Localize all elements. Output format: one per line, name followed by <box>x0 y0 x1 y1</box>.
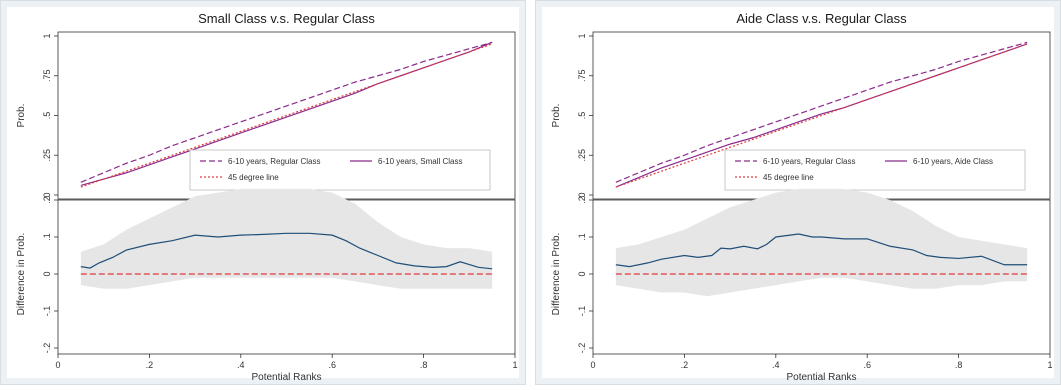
x-tick-label: 1 <box>512 360 517 370</box>
legend-entry: 45 degree line <box>763 173 814 182</box>
bottom-y-tick-label: .2 <box>577 196 587 204</box>
top-y-tick-label: .75 <box>42 69 52 82</box>
chart-title: Small Class v.s. Regular Class <box>198 11 375 26</box>
bottom-y-tick-label: -.1 <box>577 306 587 317</box>
x-tick-label: 1 <box>1047 360 1052 370</box>
bottom-y-axis-label: Difference in Prob. <box>16 233 27 316</box>
top-series-line-2 <box>615 43 1028 188</box>
x-tick-label: .2 <box>681 360 689 370</box>
x-tick-label: .6 <box>863 360 871 370</box>
panel-aide-class: Aide Class v.s. Regular Class 0 .25 .5 .75 1 P… <box>535 0 1061 385</box>
x-axis-label: Potential Ranks <box>786 372 856 383</box>
x-tick-label: .2 <box>146 360 154 370</box>
legend-entry: 6-10 years, Regular Class <box>228 157 320 166</box>
panel-small-class: Small Class v.s. Regular Class 0 .25 .5 .75 1… <box>0 0 526 385</box>
legend-entry: 45 degree line <box>228 173 279 182</box>
x-axis-label: Potential Ranks <box>251 372 321 383</box>
top-y-tick-label: .25 <box>577 149 587 162</box>
legend-box <box>724 149 1026 191</box>
bottom-y-tick-label: 0 <box>577 271 587 276</box>
x-tick-label: .8 <box>955 360 963 370</box>
chart-title: Aide Class v.s. Regular Class <box>736 11 907 26</box>
top-y-tick-label: .25 <box>42 149 52 162</box>
legend-entry: 6-10 years, Aide Class <box>913 157 993 166</box>
top-y-tick-label: 0 <box>42 192 52 197</box>
top-y-tick-label: 0 <box>577 192 587 197</box>
bottom-y-tick-label: -.2 <box>577 343 587 354</box>
confidence-band <box>80 188 493 289</box>
legend-box <box>189 149 491 191</box>
top-series-line-1 <box>615 43 1028 188</box>
bottom-y-tick-label: .1 <box>42 233 52 241</box>
top-y-axis-label: Prob. <box>551 104 562 128</box>
bottom-y-tick-label: .1 <box>577 233 587 241</box>
difference-line <box>80 232 493 270</box>
chart-small-vs-regular: Small Class v.s. Regular Class 0 .25 .5 .75 1… <box>0 0 526 385</box>
x-tick-label: 0 <box>590 360 595 370</box>
difference-line <box>615 233 1028 268</box>
x-tick-label: .6 <box>328 360 336 370</box>
x-tick-label: .4 <box>237 360 245 370</box>
bottom-y-tick-label: 0 <box>42 271 52 276</box>
legend-entry: 6-10 years, Regular Class <box>763 157 855 166</box>
x-tick-label: .4 <box>772 360 780 370</box>
top-y-tick-label: .75 <box>577 69 587 82</box>
bottom-y-tick-label: .2 <box>42 196 52 204</box>
top-y-tick-label: 1 <box>577 33 587 38</box>
bottom-y-tick-label: -.2 <box>42 343 52 354</box>
chart-aide-vs-regular: Aide Class v.s. Regular Class 0 .25 .5 .75 1 P… <box>535 0 1061 385</box>
confidence-band <box>615 188 1028 297</box>
top-y-tick-label: .5 <box>577 112 587 120</box>
top-series-line-0 <box>615 41 1028 183</box>
top-series-line-0 <box>80 41 493 183</box>
bottom-y-axis-label: Difference in Prob. <box>551 233 562 316</box>
x-tick-label: .8 <box>420 360 428 370</box>
top-y-tick-label: 1 <box>42 33 52 38</box>
top-y-tick-label: .5 <box>42 112 52 120</box>
top-series-line-2 <box>80 43 493 188</box>
x-tick-label: 0 <box>55 360 60 370</box>
legend-entry: 6-10 years, Small Class <box>378 157 462 166</box>
bottom-y-tick-label: -.1 <box>42 306 52 317</box>
top-series-line-1 <box>80 41 493 187</box>
top-y-axis-label: Prob. <box>16 104 27 128</box>
